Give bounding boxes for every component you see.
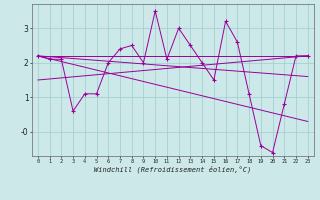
X-axis label: Windchill (Refroidissement éolien,°C): Windchill (Refroidissement éolien,°C) [94,166,252,173]
